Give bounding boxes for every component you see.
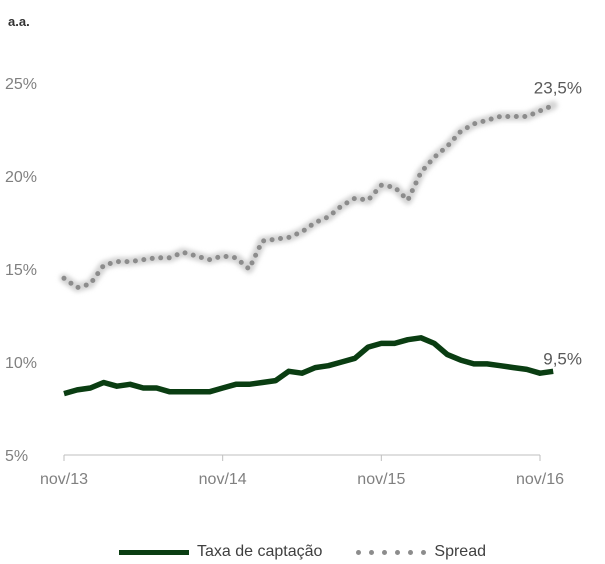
legend: Taxa de captação Spread: [0, 543, 605, 561]
line-chart: 25%20%15%10%5% nov/13 nov/14 nov/15 nov/16 …: [5, 76, 582, 488]
x-tick-label: nov/15: [357, 471, 405, 488]
series-layer: [59, 100, 558, 397]
legend-swatch-solid: [118, 549, 189, 555]
spread-line: [61, 102, 556, 291]
y-axis-labels: 25% 20% 15% 10% 5%: [5, 76, 37, 465]
x-tick-label: nov/13: [40, 471, 88, 488]
legend-label-taxa: Taxa de captação: [196, 543, 323, 560]
x-axis: nov/13 nov/14 nov/15 nov/16: [40, 454, 564, 488]
taxa-end-label: 9,5%: [543, 349, 582, 368]
end-labels: 9,5% 23,5%: [534, 78, 582, 368]
unit-label: a.a.: [8, 14, 30, 29]
y-tick-label: 25%: [5, 76, 37, 93]
y-tick-label: 10%: [5, 355, 37, 372]
y-tick-label: 20%: [5, 169, 37, 186]
spread-end-label: 23,5%: [534, 78, 582, 97]
y-tick-label: 5%: [5, 448, 28, 465]
legend-item-spread: Spread: [356, 543, 486, 561]
taxa-de-captacao-line: [63, 335, 554, 397]
legend-label-spread: Spread: [434, 543, 486, 560]
x-tick-label: nov/14: [199, 471, 247, 488]
x-tick-label: nov/16: [516, 471, 564, 488]
legend-swatch-dotted: [356, 548, 427, 556]
y-tick-label: 15%: [5, 262, 37, 279]
legend-item-taxa: Taxa de captação: [118, 543, 323, 561]
